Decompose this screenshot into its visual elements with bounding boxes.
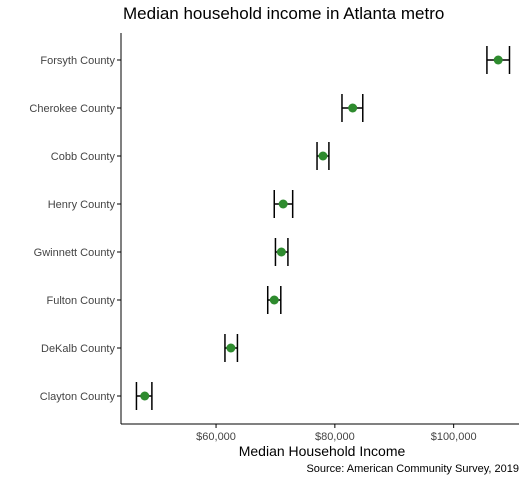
x-tick-label: $80,000 bbox=[315, 431, 355, 443]
x-tick-label: $100,000 bbox=[431, 431, 477, 443]
y-tick-label: Henry County bbox=[48, 199, 116, 211]
data-point bbox=[140, 391, 150, 401]
data-point bbox=[318, 151, 328, 161]
y-tick-label: Fulton County bbox=[47, 295, 116, 307]
data-point bbox=[493, 55, 503, 65]
data-point bbox=[348, 103, 358, 113]
data-point bbox=[226, 343, 236, 353]
y-tick-label: DeKalb County bbox=[41, 343, 115, 355]
y-tick-label: Cherokee County bbox=[29, 103, 115, 115]
data-point bbox=[278, 199, 288, 209]
y-tick-label: Cobb County bbox=[51, 151, 116, 163]
data-point bbox=[269, 295, 279, 305]
chart-title: Median household income in Atlanta metro bbox=[123, 4, 445, 23]
x-tick-label: $60,000 bbox=[196, 431, 236, 443]
y-tick-label: Forsyth County bbox=[40, 55, 115, 67]
x-axis-label: Median Household Income bbox=[239, 443, 406, 459]
data-point bbox=[276, 247, 286, 257]
chart-caption: Source: American Community Survey, 2019 bbox=[306, 463, 519, 475]
y-tick-label: Clayton County bbox=[40, 391, 116, 403]
y-tick-label: Gwinnett County bbox=[34, 247, 116, 259]
